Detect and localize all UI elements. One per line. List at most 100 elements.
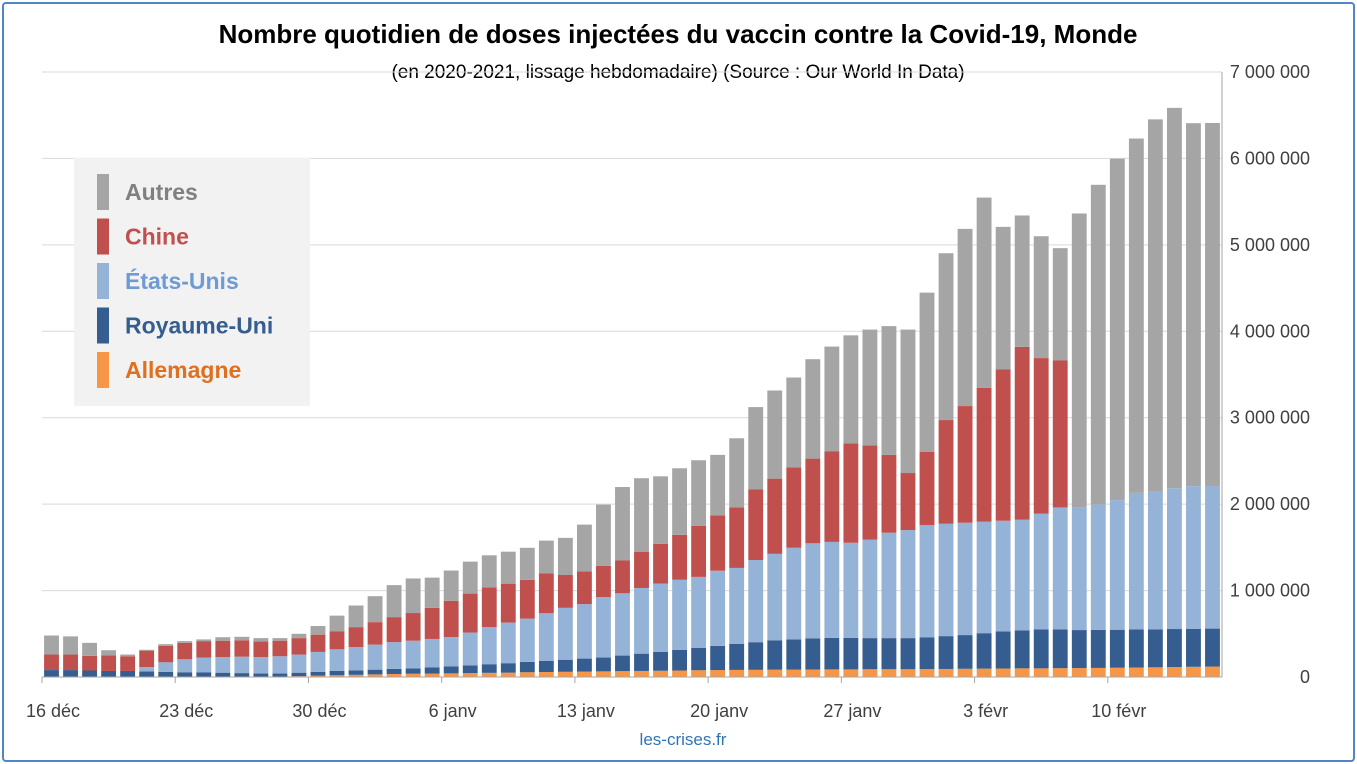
legend-background: [74, 158, 310, 406]
bar-segment: [386, 673, 402, 677]
bar-segment: [1090, 504, 1106, 630]
bar-segment: [139, 649, 155, 651]
bar-segment: [710, 570, 726, 646]
y-tick-label: 4 000 000: [1230, 321, 1310, 341]
bar-segment: [44, 635, 59, 655]
x-tick-label: 10 févr: [1091, 701, 1146, 721]
legend-swatch: [97, 263, 109, 299]
bar-segment: [596, 657, 611, 672]
bar-segment: [1014, 346, 1030, 520]
bar-segment: [253, 673, 269, 677]
bar-segment: [519, 547, 535, 580]
legend-label: États-Unis: [125, 267, 239, 294]
bar-segment: [63, 654, 78, 671]
x-tick-label: 30 déc: [292, 701, 346, 721]
bar-segment: [215, 672, 231, 677]
bar-segment: [1014, 630, 1030, 669]
bar-segment: [1109, 629, 1125, 668]
bar-segment: [1109, 158, 1125, 501]
bar-segment: [557, 575, 573, 608]
bar-segment: [1186, 666, 1201, 677]
bar-segment: [234, 673, 250, 677]
bar-segment: [557, 671, 573, 677]
legend-swatch: [97, 218, 109, 255]
bar-segment: [1090, 667, 1106, 677]
bar-segment: [1071, 630, 1087, 669]
bar-segment: [500, 663, 516, 673]
bar-segment: [443, 637, 459, 667]
bar-segment: [177, 641, 193, 643]
bar-segment: [634, 587, 649, 654]
bar-segment: [1128, 629, 1144, 668]
bar-segment: [272, 673, 288, 677]
bar-segment: [900, 530, 916, 639]
bar-segment: [938, 523, 954, 637]
bar-segment: [310, 626, 326, 635]
bar-segment: [748, 560, 764, 643]
bar-segment: [862, 638, 878, 670]
bar-segment: [919, 525, 935, 638]
x-tick-label: 13 janv: [557, 701, 615, 721]
bar-segment: [1109, 667, 1125, 677]
bar-segment: [976, 633, 992, 669]
axes: 0 1 000 000 2 000 000 3 000 000 4 000 000 5 0…: [26, 62, 1310, 721]
bar-segment: [653, 543, 668, 584]
bar-segment: [843, 443, 859, 543]
bar-segment: [44, 654, 59, 671]
bar-segment: [862, 539, 878, 639]
bar-segment: [120, 654, 136, 657]
bar-segment: [881, 638, 897, 670]
bar-segment: [1147, 667, 1163, 677]
bar-segment: [653, 651, 668, 671]
bar-segment: [1186, 628, 1201, 667]
bar-segment: [653, 670, 668, 677]
bar-segment: [443, 570, 459, 601]
bar-segment: [500, 672, 516, 677]
bar-segment: [367, 669, 383, 675]
bar-segment: [995, 520, 1011, 632]
bar-segment: [1033, 358, 1049, 514]
legend-swatch: [97, 174, 109, 210]
bar-segment: [215, 640, 231, 658]
y-tick-label: 2 000 000: [1230, 494, 1310, 514]
bar-segment: [481, 627, 497, 665]
bar-segment: [329, 649, 345, 671]
bar-segment: [139, 667, 155, 672]
bar-segment: [367, 596, 383, 623]
bar-segment: [1052, 360, 1068, 508]
bar-segment: [1167, 629, 1182, 668]
bar-segment: [577, 571, 592, 605]
bar-segment: [843, 542, 859, 638]
bar-segment: [1014, 519, 1030, 631]
bar-segment: [862, 669, 878, 677]
bar-segment: [1033, 236, 1049, 359]
bar-segment: [348, 647, 364, 671]
bar-segment: [557, 537, 573, 576]
bar-segment: [729, 643, 745, 670]
bar-segment: [481, 664, 497, 673]
bar-segment: [310, 675, 326, 677]
bar-segment: [957, 635, 973, 669]
bar-segment: [919, 669, 935, 677]
bar-segment: [272, 656, 288, 674]
bar-segment: [1090, 629, 1106, 668]
x-tick-label: 3 févr: [963, 701, 1008, 721]
bar-segment: [1071, 668, 1087, 677]
bar-segment: [976, 387, 992, 522]
bar-segment: [462, 632, 478, 666]
bar-segment: [900, 329, 916, 474]
x-tick-label: 23 déc: [159, 701, 213, 721]
bar-segment: [1147, 491, 1163, 630]
legend-swatch: [97, 352, 109, 388]
bar-segment: [634, 478, 649, 552]
bar-segment: [577, 604, 592, 659]
bar-segment: [824, 637, 840, 670]
bar-segment: [405, 668, 421, 674]
bar-segment: [1071, 213, 1087, 508]
bar-segment: [729, 567, 745, 644]
bar-segment: [310, 671, 326, 676]
bar-segment: [938, 636, 954, 669]
bar-segment: [538, 613, 554, 661]
bar-segment: [957, 228, 973, 407]
